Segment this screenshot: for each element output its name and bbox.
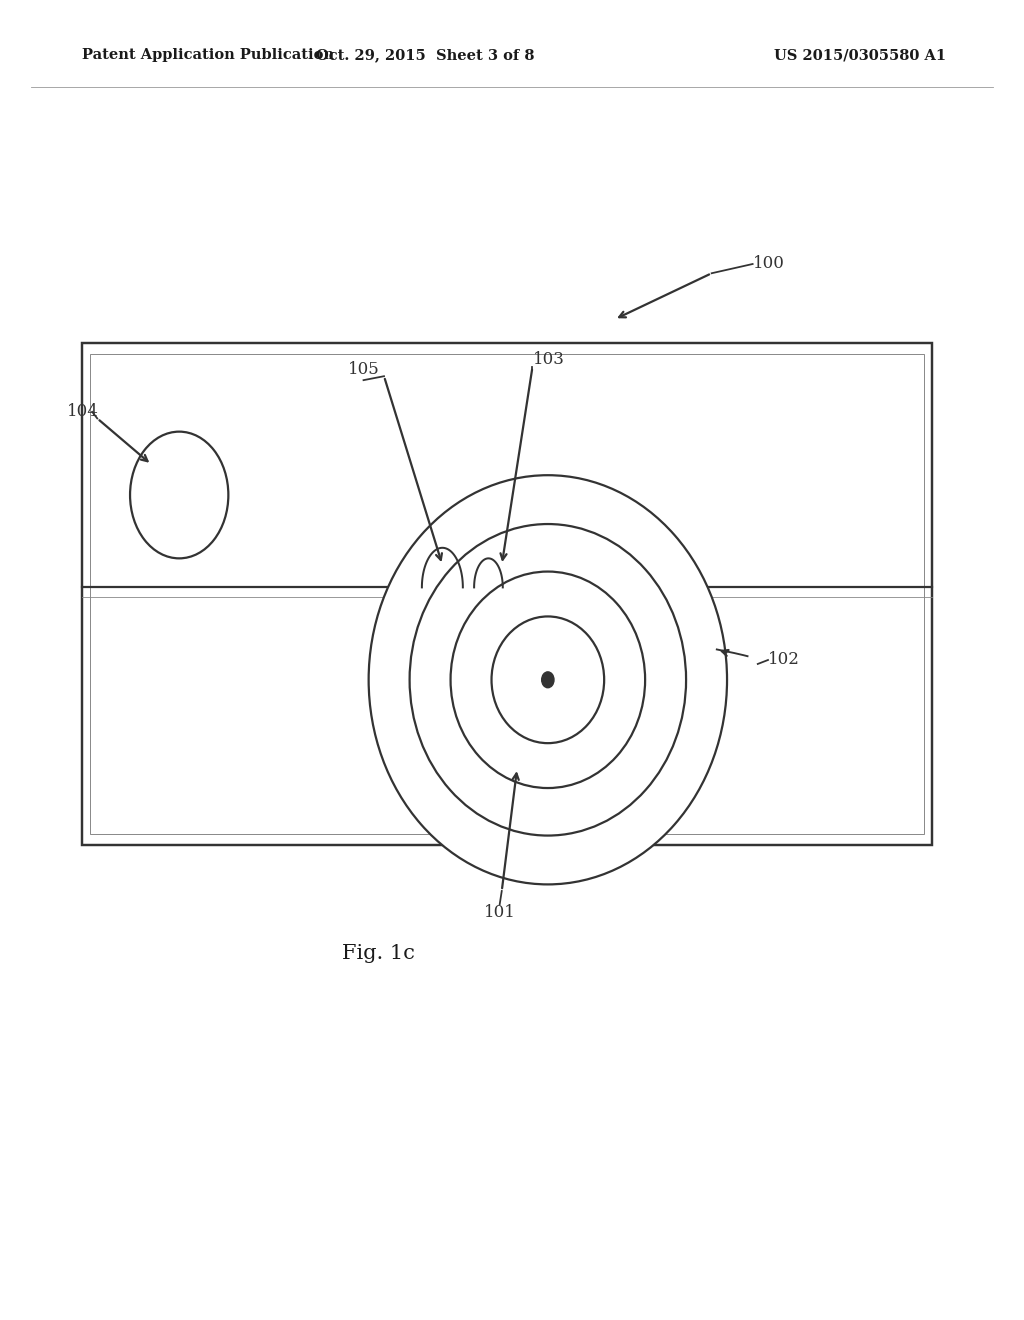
Text: 101: 101 — [483, 904, 516, 921]
Text: 105: 105 — [347, 362, 380, 378]
Ellipse shape — [492, 616, 604, 743]
Text: Oct. 29, 2015  Sheet 3 of 8: Oct. 29, 2015 Sheet 3 of 8 — [315, 49, 535, 62]
Ellipse shape — [410, 524, 686, 836]
Text: 104: 104 — [67, 404, 98, 420]
Bar — [90, 354, 924, 834]
Ellipse shape — [369, 475, 727, 884]
Circle shape — [130, 432, 228, 558]
Text: 100: 100 — [753, 256, 784, 272]
Text: 102: 102 — [768, 652, 800, 668]
Circle shape — [542, 672, 554, 688]
Text: Patent Application Publication: Patent Application Publication — [82, 49, 334, 62]
FancyBboxPatch shape — [82, 343, 932, 845]
Text: 103: 103 — [532, 351, 564, 367]
Ellipse shape — [451, 572, 645, 788]
Text: Fig. 1c: Fig. 1c — [342, 944, 416, 962]
Text: US 2015/0305580 A1: US 2015/0305580 A1 — [774, 49, 946, 62]
